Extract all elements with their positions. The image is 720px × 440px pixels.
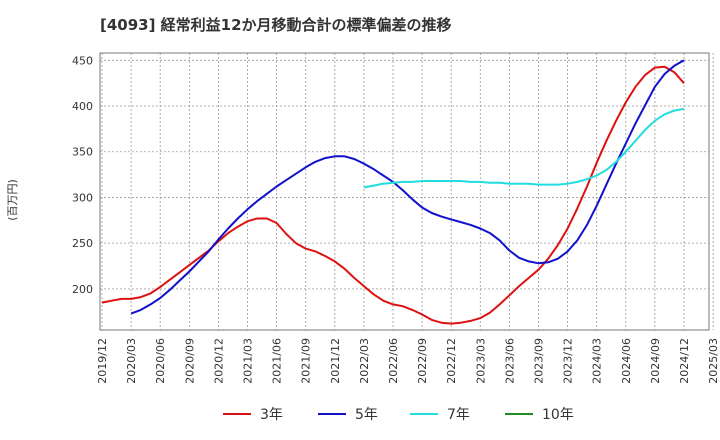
legend-label-3: 10年	[542, 407, 574, 423]
x-tick-label: 2023/12	[562, 338, 575, 384]
series-line-2	[363, 107, 685, 189]
grid-lines	[100, 53, 714, 330]
x-tick-label: 2021/12	[329, 338, 342, 384]
legend-label-1: 5年	[355, 407, 378, 423]
legend-label-0: 3年	[260, 407, 283, 423]
legend-label-2: 7年	[447, 407, 470, 423]
x-tick-label: 2020/09	[183, 338, 196, 384]
series-line-1	[130, 59, 685, 315]
y-tick-label: 450	[72, 54, 93, 67]
x-axis-ticks: 2019/12 2020/03 2020/06 2020/09 2020/12 2021/…	[96, 338, 720, 384]
series-line-0	[101, 65, 685, 325]
x-tick-label: 2021/03	[242, 338, 255, 384]
x-tick-label: 2022/06	[387, 338, 400, 384]
x-tick-label: 2022/12	[445, 338, 458, 384]
y-tick-label: 300	[72, 191, 93, 204]
y-tick-label: 250	[72, 237, 93, 250]
plot-frame	[99, 52, 710, 331]
x-tick-label: 2019/12	[96, 338, 109, 384]
y-axis-ticks: 200 250 300 350 400 450	[72, 54, 93, 296]
x-tick-label: 2021/06	[271, 338, 284, 384]
x-tick-label: 2023/06	[503, 338, 516, 384]
x-tick-label: 2020/06	[154, 338, 167, 384]
x-tick-label: 2022/03	[358, 338, 371, 384]
x-tick-label: 2023/03	[474, 338, 487, 384]
x-tick-label: 2025/03	[707, 338, 720, 384]
x-tick-label: 2022/09	[416, 338, 429, 384]
x-tick-label: 2024/09	[649, 338, 662, 384]
x-tick-label: 2024/06	[620, 338, 633, 384]
y-tick-label: 400	[72, 100, 93, 113]
series-lines	[101, 59, 685, 325]
y-tick-label: 200	[72, 283, 93, 296]
x-tick-label: 2024/12	[678, 338, 691, 384]
y-axis-label: (百万円)	[6, 179, 19, 221]
x-tick-label: 2020/12	[212, 338, 225, 384]
x-tick-label: 2021/09	[300, 338, 313, 384]
chart-title: [4093] 経常利益12か月移動合計の標準偏差の推移	[100, 16, 452, 34]
y-tick-label: 350	[72, 146, 93, 159]
legend: 3年 5年 7年 10年	[223, 407, 574, 423]
x-tick-label: 2020/03	[125, 338, 138, 384]
x-tick-label: 2024/03	[591, 338, 604, 384]
x-tick-label: 2023/09	[533, 338, 546, 384]
